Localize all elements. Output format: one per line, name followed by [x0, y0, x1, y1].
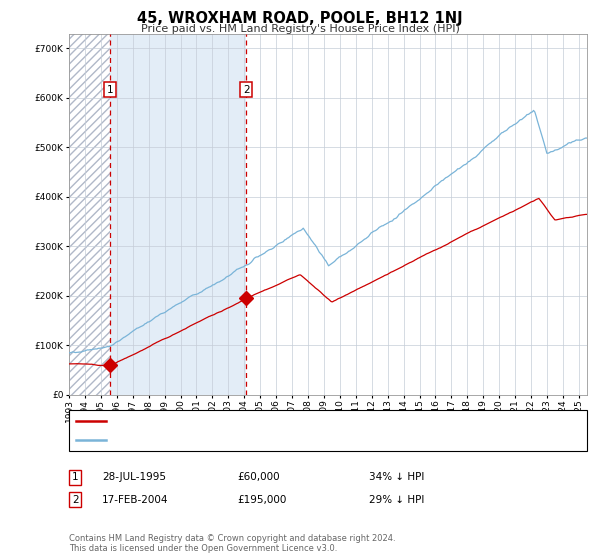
- Text: 45, WROXHAM ROAD, POOLE, BH12 1NJ: 45, WROXHAM ROAD, POOLE, BH12 1NJ: [137, 11, 463, 26]
- Text: 17-FEB-2004: 17-FEB-2004: [102, 494, 169, 505]
- Text: 1: 1: [107, 85, 113, 95]
- Text: Price paid vs. HM Land Registry's House Price Index (HPI): Price paid vs. HM Land Registry's House …: [140, 24, 460, 34]
- Text: 1: 1: [72, 472, 79, 482]
- Text: 45, WROXHAM ROAD, POOLE, BH12 1NJ (detached house): 45, WROXHAM ROAD, POOLE, BH12 1NJ (detac…: [110, 416, 398, 426]
- Text: 28-JUL-1995: 28-JUL-1995: [102, 472, 166, 482]
- Text: Contains HM Land Registry data © Crown copyright and database right 2024.
This d: Contains HM Land Registry data © Crown c…: [69, 534, 395, 553]
- Bar: [110, 34, 246, 395]
- Text: £195,000: £195,000: [237, 494, 286, 505]
- Text: £60,000: £60,000: [237, 472, 280, 482]
- Text: 34% ↓ HPI: 34% ↓ HPI: [369, 472, 424, 482]
- Text: HPI: Average price, detached house, Bournemouth Christchurch and Poole: HPI: Average price, detached house, Bour…: [110, 435, 481, 445]
- Text: 2: 2: [243, 85, 250, 95]
- Text: 2: 2: [72, 494, 79, 505]
- Text: 29% ↓ HPI: 29% ↓ HPI: [369, 494, 424, 505]
- Bar: [69, 34, 110, 395]
